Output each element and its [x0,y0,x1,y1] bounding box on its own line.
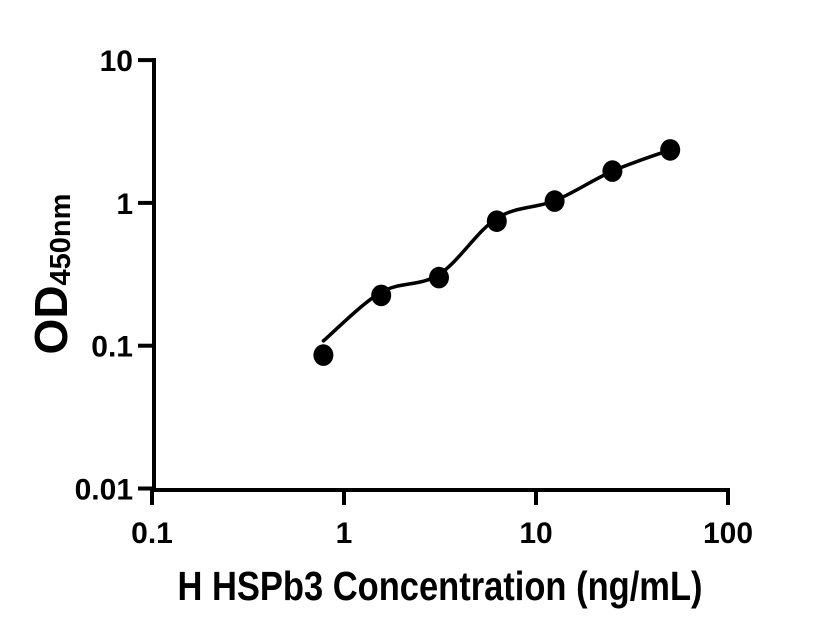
x-tick-label-10: 10 [519,517,552,550]
y-tick-label-10: 10 [100,45,133,78]
y-tick-labels: 10 1 0.1 0.01 [75,45,133,506]
x-tick-labels: 0.1 1 10 100 [131,517,753,550]
y-tick-label-1: 1 [116,188,133,221]
data-point-marker [544,190,565,212]
axis-ticks [138,58,730,505]
x-tick-label-100: 100 [703,517,753,550]
y-tick-label-0-01: 0.01 [75,474,133,507]
y-axis-title: OD450nm [25,194,77,355]
data-points [313,139,681,366]
data-point-marker [486,210,507,232]
data-point-marker [602,160,623,182]
data-point-marker [429,266,449,289]
x-axis-title: H HSPb3 Concentration (ng/mL) [178,563,703,609]
y-axis-title-subscript: 450nm [45,194,77,286]
y-axis-title-main: OD [25,285,77,354]
x-tick-label-0-1: 0.1 [131,517,173,550]
data-point-marker [313,344,334,366]
y-tick-label-0-1: 0.1 [91,331,133,364]
data-point-marker [660,139,681,161]
x-tick-label-1: 1 [336,517,353,550]
axes [150,58,730,492]
data-point-marker [371,284,392,307]
